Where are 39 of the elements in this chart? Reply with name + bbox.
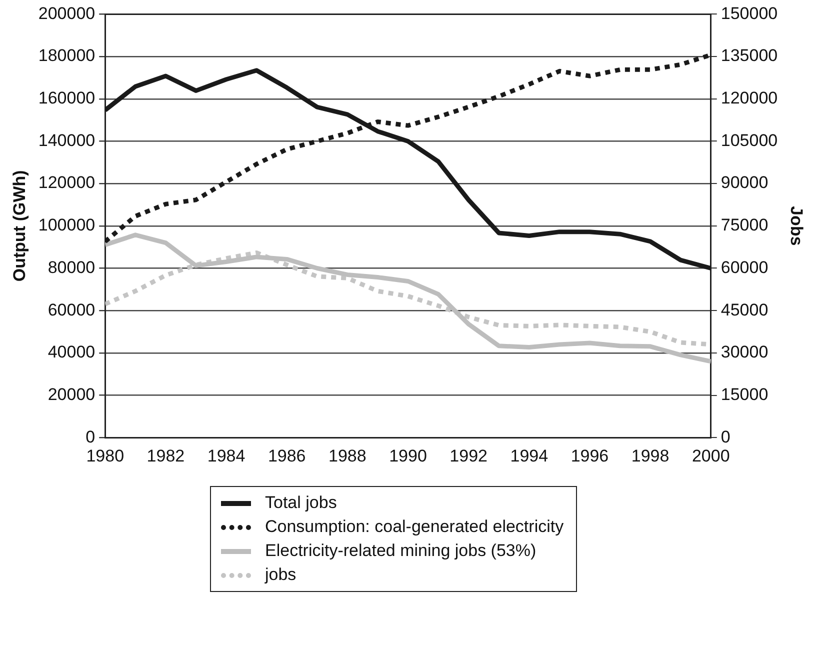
- y2-tick-label: 150000: [720, 4, 778, 23]
- y-tick-label: 140000: [38, 130, 96, 150]
- y-tick-label: 0: [86, 427, 96, 446]
- x-tick-label: 1984: [207, 446, 246, 466]
- x-tick-label: 2000: [692, 446, 730, 466]
- x-tick-label: 1988: [328, 446, 366, 466]
- y2-tick-label: 0: [720, 427, 730, 446]
- x-tick-label: 1992: [450, 446, 488, 466]
- x-tick-label: 1982: [146, 446, 185, 466]
- legend-label: Total jobs: [265, 493, 337, 513]
- y-tick-label: 20000: [48, 384, 96, 404]
- legend-label: jobs: [265, 565, 296, 585]
- y-tick-label: 120000: [38, 173, 96, 192]
- y-tick-label: 200000: [38, 4, 96, 23]
- y2-tick-label: 15000: [720, 384, 768, 404]
- x-tick-label: 1980: [86, 446, 124, 466]
- x-tick-label: 1994: [510, 446, 548, 466]
- y2-axis-title: Jobs: [787, 206, 806, 246]
- y-tick-label: 100000: [38, 216, 96, 235]
- y2-tick-label: 135000: [720, 46, 778, 66]
- x-tick-label: 1998: [631, 446, 670, 466]
- y2-tick-label: 60000: [720, 258, 768, 277]
- y-tick-label: 160000: [38, 88, 96, 108]
- y2-tick-label: 75000: [720, 216, 768, 235]
- y2-tick-label: 30000: [720, 342, 768, 362]
- y2-tick-label: 45000: [720, 300, 768, 320]
- legend-label: Electricity-related mining jobs (53%): [265, 541, 536, 561]
- y2-tick-label: 120000: [720, 88, 778, 108]
- y-tick-label: 180000: [38, 46, 96, 66]
- y2-tick-label: 105000: [720, 130, 778, 150]
- y2-tick-label: 90000: [720, 173, 768, 192]
- x-tick-label: 1996: [570, 446, 609, 466]
- legend-label: Consumption: coal-generated electricity: [265, 517, 564, 537]
- y-axis-title: Output (GWh): [10, 170, 29, 282]
- x-tick-label: 1990: [389, 446, 427, 466]
- y-tick-label: 60000: [48, 300, 96, 320]
- y-tick-label: 40000: [48, 342, 96, 362]
- x-tick-label: 1986: [268, 446, 306, 466]
- y-tick-label: 80000: [48, 258, 96, 277]
